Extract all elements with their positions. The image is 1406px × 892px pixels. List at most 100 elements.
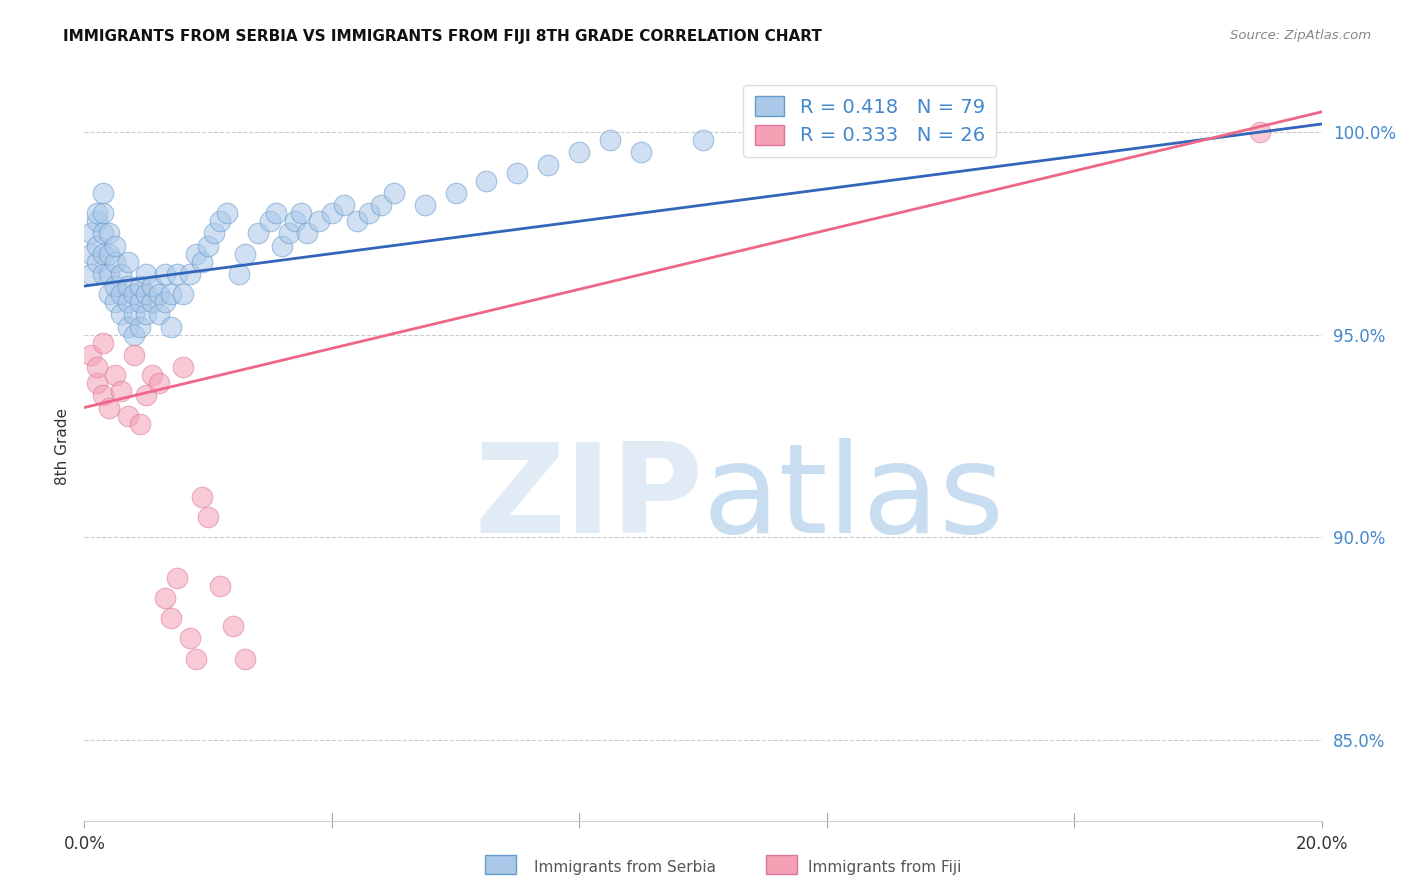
Point xyxy=(122,307,145,321)
Point xyxy=(148,376,170,391)
Point xyxy=(98,246,121,260)
Point xyxy=(153,295,176,310)
Point xyxy=(179,267,201,281)
Point xyxy=(122,348,145,362)
Point xyxy=(166,267,188,281)
Point xyxy=(160,287,183,301)
Point xyxy=(444,186,467,200)
Point xyxy=(630,145,652,160)
Point xyxy=(197,509,219,524)
Point xyxy=(98,227,121,241)
Point xyxy=(271,238,294,252)
Point xyxy=(692,133,714,147)
Point xyxy=(141,295,163,310)
Point xyxy=(191,490,214,504)
Point xyxy=(264,206,287,220)
Point xyxy=(117,295,139,310)
Point xyxy=(129,295,152,310)
Point xyxy=(91,186,114,200)
Point xyxy=(153,267,176,281)
Point xyxy=(129,279,152,293)
Point xyxy=(86,206,108,220)
Point xyxy=(346,214,368,228)
Point xyxy=(91,246,114,260)
Point xyxy=(98,267,121,281)
Point xyxy=(202,227,225,241)
Point xyxy=(160,611,183,625)
Point xyxy=(172,287,194,301)
Point xyxy=(86,359,108,374)
Legend: R = 0.418   N = 79, R = 0.333   N = 26: R = 0.418 N = 79, R = 0.333 N = 26 xyxy=(744,85,997,157)
Point xyxy=(228,267,250,281)
Point xyxy=(506,166,529,180)
Point xyxy=(333,198,356,212)
Text: Immigrants from Serbia: Immigrants from Serbia xyxy=(534,860,716,874)
Point xyxy=(104,295,127,310)
Point xyxy=(172,359,194,374)
Point xyxy=(382,186,405,200)
Point xyxy=(110,267,132,281)
Text: IMMIGRANTS FROM SERBIA VS IMMIGRANTS FROM FIJI 8TH GRADE CORRELATION CHART: IMMIGRANTS FROM SERBIA VS IMMIGRANTS FRO… xyxy=(63,29,823,44)
Point xyxy=(308,214,330,228)
Point xyxy=(122,327,145,342)
Point xyxy=(370,198,392,212)
Text: atlas: atlas xyxy=(703,438,1005,559)
Point xyxy=(117,279,139,293)
Point xyxy=(135,388,157,402)
Point xyxy=(148,307,170,321)
Point xyxy=(1249,125,1271,139)
Point xyxy=(86,376,108,391)
Point xyxy=(86,214,108,228)
Point xyxy=(135,267,157,281)
Point xyxy=(166,571,188,585)
Point xyxy=(259,214,281,228)
Point xyxy=(357,206,380,220)
Point xyxy=(233,651,256,665)
Point xyxy=(290,206,312,220)
Bar xyxy=(485,855,516,874)
Point xyxy=(233,246,256,260)
Point xyxy=(122,287,145,301)
Point xyxy=(209,214,232,228)
Point xyxy=(104,368,127,383)
Point xyxy=(184,246,207,260)
Point xyxy=(117,319,139,334)
Point xyxy=(91,227,114,241)
Point xyxy=(79,267,101,281)
Point xyxy=(153,591,176,605)
Point xyxy=(141,279,163,293)
Point xyxy=(191,254,214,268)
Point xyxy=(475,174,498,188)
Point xyxy=(79,348,101,362)
Point xyxy=(197,238,219,252)
Point xyxy=(104,254,127,268)
Point xyxy=(98,287,121,301)
Point xyxy=(86,254,108,268)
Text: Source: ZipAtlas.com: Source: ZipAtlas.com xyxy=(1230,29,1371,42)
Point xyxy=(117,254,139,268)
Point xyxy=(104,238,127,252)
Point xyxy=(179,632,201,646)
Bar xyxy=(766,855,797,874)
Point xyxy=(104,279,127,293)
Point xyxy=(91,335,114,350)
Point xyxy=(277,227,299,241)
Point xyxy=(79,227,101,241)
Point xyxy=(215,206,238,220)
Point xyxy=(86,238,108,252)
Point xyxy=(129,319,152,334)
Point xyxy=(184,651,207,665)
Text: Immigrants from Fiji: Immigrants from Fiji xyxy=(808,860,962,874)
Point xyxy=(135,307,157,321)
Point xyxy=(110,287,132,301)
Point xyxy=(110,384,132,399)
Point xyxy=(222,619,245,633)
Point xyxy=(321,206,343,220)
Point xyxy=(129,417,152,431)
Text: ZIP: ZIP xyxy=(474,438,703,559)
Point xyxy=(284,214,307,228)
Point xyxy=(295,227,318,241)
Point xyxy=(98,401,121,415)
Point xyxy=(599,133,621,147)
Point xyxy=(537,157,560,171)
